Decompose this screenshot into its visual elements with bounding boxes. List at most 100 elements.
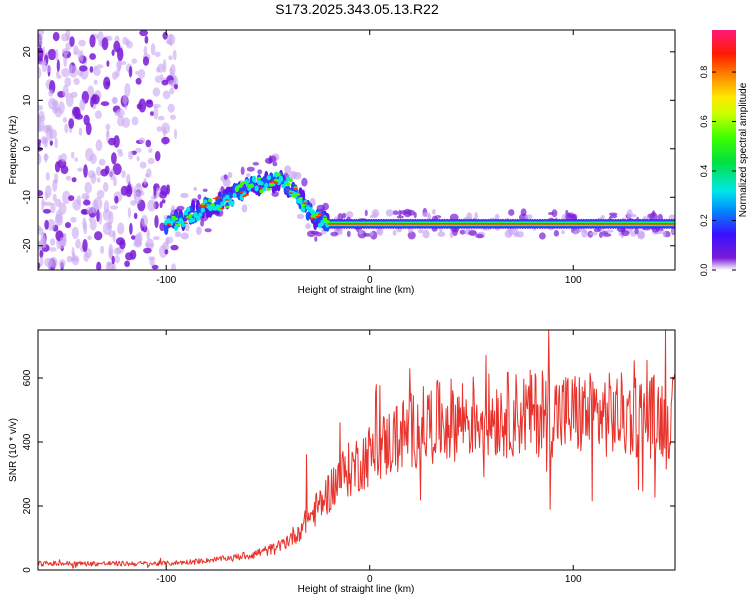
- ridge-cell: [266, 175, 271, 181]
- colorbar-tick-label: 0.2: [699, 214, 709, 227]
- noise-cell: [145, 139, 152, 148]
- noise-cell: [56, 70, 60, 77]
- y-tick-label: 0: [22, 146, 33, 152]
- ridge-cell: [259, 186, 264, 189]
- noise-cell: [114, 255, 120, 264]
- ridge-cell: [264, 182, 269, 188]
- noise-cell: [59, 237, 65, 249]
- noise-cell: [159, 222, 166, 232]
- noise-cell: [111, 152, 117, 165]
- spectrogram-x-ticks: -100 0 100: [156, 30, 582, 286]
- scatter-cell: [589, 232, 598, 236]
- y-tick-label: 0: [22, 567, 33, 573]
- noise-cell: [152, 236, 160, 241]
- snr-frame: [37, 329, 676, 571]
- noise-cell: [38, 39, 43, 46]
- noise-cell: [150, 195, 158, 200]
- ridge-cell: [217, 197, 223, 199]
- noise-cell: [113, 176, 117, 187]
- noise-cell: [96, 64, 104, 69]
- noise-cell: [165, 237, 170, 246]
- scatter-cell: [553, 230, 560, 237]
- noise-cell: [159, 201, 163, 209]
- noise-cell: [95, 166, 102, 176]
- scatter-cell: [185, 223, 190, 232]
- spectrogram-y-axis-label: Frequency (Hz): [8, 116, 19, 185]
- noise-cell: [79, 65, 88, 72]
- noise-cell: [65, 175, 72, 181]
- scatter-cell: [246, 166, 255, 172]
- scatter-cell: [346, 211, 354, 219]
- ridge-cell: [220, 201, 225, 207]
- ridge-cell: [278, 175, 284, 183]
- noise-cell: [136, 155, 140, 162]
- scatter-cell: [252, 162, 259, 166]
- noise-cell: [96, 177, 101, 183]
- noise-cell: [38, 105, 43, 111]
- scatter-cell: [474, 211, 478, 221]
- noise-cell: [147, 199, 156, 212]
- noise-cell: [167, 80, 176, 86]
- scatter-cell: [364, 209, 368, 217]
- noise-cell: [87, 235, 92, 241]
- ridge-cell: [310, 209, 315, 216]
- noise-cell: [68, 118, 75, 129]
- noise-cell: [48, 97, 57, 110]
- noise-cell: [106, 35, 113, 41]
- noise-cell: [42, 137, 49, 144]
- spectrogram-background: [38, 30, 675, 270]
- ridge-cell: [303, 202, 308, 205]
- noise-cell: [166, 39, 173, 45]
- noise-cell: [69, 36, 75, 47]
- ridge-cell: [239, 191, 245, 193]
- noise-cell: [38, 67, 42, 79]
- noise-cell: [55, 48, 59, 61]
- noise-cell: [56, 59, 60, 73]
- noise-cell: [96, 189, 105, 199]
- noise-cell: [39, 256, 44, 266]
- noise-cell: [90, 172, 97, 184]
- noise-cell: [85, 122, 92, 136]
- ridge-cell: [225, 199, 230, 201]
- ridge-cell: [203, 204, 208, 207]
- noise-cell: [83, 199, 91, 206]
- noise-cell: [159, 244, 168, 258]
- noise-cell: [154, 215, 159, 228]
- noise-cell: [79, 99, 86, 111]
- noise-cell: [92, 199, 99, 214]
- noise-cell: [71, 226, 80, 239]
- spectrogram-frame: [37, 29, 676, 271]
- ridge-cell: [286, 182, 291, 187]
- noise-cell: [168, 55, 173, 61]
- noise-cell: [92, 94, 100, 105]
- ridge-cell: [225, 205, 230, 209]
- noise-cell: [162, 59, 167, 73]
- scatter-cell: [322, 202, 329, 211]
- noise-cell: [73, 51, 78, 56]
- noise-cell: [142, 56, 150, 66]
- noise-cell: [152, 103, 161, 109]
- ridge-cell: [183, 211, 188, 216]
- noise-cell: [71, 246, 75, 257]
- scatter-cell: [227, 171, 233, 179]
- noise-cell: [81, 208, 87, 215]
- noise-cell: [41, 236, 47, 249]
- noise-cell: [83, 164, 88, 178]
- noise-cell: [102, 208, 112, 221]
- ridge-cell: [672, 223, 675, 225]
- noise-cell: [89, 218, 97, 231]
- ridge-cell: [232, 192, 237, 198]
- ridge-cell: [234, 187, 240, 192]
- noise-cell: [41, 58, 47, 73]
- scatter-cell: [197, 194, 202, 200]
- ridge-cell: [186, 206, 191, 212]
- noise-cell: [129, 249, 137, 260]
- ridge-cell: [291, 194, 296, 198]
- scatter-cell: [605, 229, 614, 233]
- noise-cell: [96, 261, 102, 270]
- scatter-cell: [547, 212, 554, 215]
- noise-cell: [131, 116, 139, 126]
- ridge-cell: [320, 219, 325, 226]
- noise-cell: [38, 262, 41, 270]
- noise-cell: [105, 81, 111, 87]
